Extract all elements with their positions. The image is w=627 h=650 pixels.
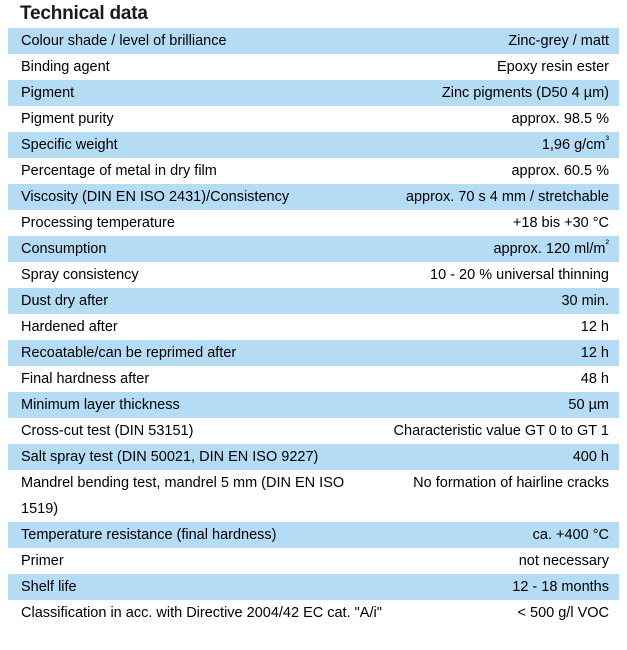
row-label: Recoatable/can be reprimed after [21, 345, 237, 361]
row-value: Characteristic value GT 0 to GT 1 [393, 423, 609, 439]
row-value: +18 bis +30 °C [512, 215, 609, 231]
table-row: Primer not necessary [8, 548, 619, 574]
table-row: Pigment purity approx. 98.5 % [8, 106, 619, 132]
table-row: Salt spray test (DIN 50021, DIN EN ISO 9… [8, 444, 619, 470]
table-row: Binding agent Epoxy resin ester [8, 54, 619, 80]
row-label: Hardened after [21, 319, 118, 335]
row-value: ca. +400 °C [532, 527, 609, 543]
table-row: Recoatable/can be reprimed after 12 h [8, 340, 619, 366]
row-label: Binding agent [21, 59, 110, 75]
row-label: Processing temperature [21, 215, 175, 231]
row-value: 48 h [580, 371, 609, 387]
table-row: Processing temperature +18 bis +30 °C [8, 210, 619, 236]
row-value: 10 - 20 % universal thinning [430, 267, 609, 283]
table-row: Mandrel bending test, mandrel 5 mm (DIN … [8, 470, 619, 522]
row-value: 1,96 g/cm³ [541, 135, 609, 153]
row-value: Zinc pigments (D50 4 µm) [441, 85, 609, 101]
row-value: approx. 60.5 % [511, 163, 609, 179]
row-label: Specific weight [21, 137, 118, 153]
row-value: approx. 120 ml/m² [493, 239, 609, 257]
table-row: Final hardness after 48 h [8, 366, 619, 392]
row-label: Shelf life [21, 579, 77, 595]
row-value: approx. 98.5 % [511, 111, 609, 127]
table-row: Consumption approx. 120 ml/m² [8, 236, 619, 262]
row-label: Consumption [21, 241, 107, 257]
row-label: Final hardness after [21, 371, 150, 387]
row-value: < 500 g/l VOC [517, 605, 609, 621]
row-label: Viscosity (DIN EN ISO 2431)/Consistency [21, 189, 290, 205]
table-row: Dust dry after 30 min. [8, 288, 619, 314]
row-label: Spray consistency [21, 267, 139, 283]
table-row: Spray consistency 10 - 20 % universal thi… [8, 262, 619, 288]
row-value: approx. 70 s 4 mm / stretchable [405, 189, 609, 205]
table-row: Viscosity (DIN EN ISO 2431)/Consistency a… [8, 184, 619, 210]
table-row: Colour shade / level of brilliance Zinc-g… [8, 28, 619, 54]
row-label: Classification in acc. with Directive 20… [21, 605, 382, 621]
row-label: Cross-cut test (DIN 53151) [21, 423, 194, 439]
row-value: Zinc-grey / matt [508, 33, 609, 49]
row-value: 12 h [580, 319, 609, 335]
row-label: Temperature resistance (final hardness) [21, 527, 277, 543]
table-row: Hardened after 12 h [8, 314, 619, 340]
page-title: Technical data [20, 3, 148, 24]
row-label: Mandrel bending test, mandrel 5 mm (DIN … [21, 475, 345, 517]
table-row: Cross-cut test (DIN 53151) Characteristic… [8, 418, 619, 444]
table-row: Classification in acc. with Directive 20… [8, 600, 619, 626]
row-label: Salt spray test (DIN 50021, DIN EN ISO 9… [21, 449, 319, 465]
row-value: not necessary [518, 553, 609, 569]
row-value: 12 h [580, 345, 609, 361]
table-row: Pigment Zinc pigments (D50 4 µm) [8, 80, 619, 106]
table-row: Temperature resistance (final hardness) c… [8, 522, 619, 548]
table-row: Percentage of metal in dry film approx. 6… [8, 158, 619, 184]
row-value: No formation of hairline cracks [413, 475, 609, 491]
row-value: 12 - 18 months [512, 579, 609, 595]
table-row: Shelf life 12 - 18 months [8, 574, 619, 600]
row-value: 400 h [572, 449, 609, 465]
row-label: Primer [21, 553, 64, 569]
row-value: 50 µm [568, 397, 609, 413]
row-value: 30 min. [561, 293, 609, 309]
row-label: Pigment [21, 85, 75, 101]
row-label: Dust dry after [21, 293, 109, 309]
row-label: Colour shade / level of brilliance [21, 33, 227, 49]
row-value: Epoxy resin ester [496, 59, 609, 75]
table-row: Minimum layer thickness 50 µm [8, 392, 619, 418]
row-label: Pigment purity [21, 111, 114, 127]
technical-data-table: Colour shade / level of brilliance Zinc-g… [8, 28, 619, 626]
table-row: Specific weight 1,96 g/cm³ [8, 132, 619, 158]
row-label: Percentage of metal in dry film [21, 163, 217, 179]
row-label: Minimum layer thickness [21, 397, 180, 413]
